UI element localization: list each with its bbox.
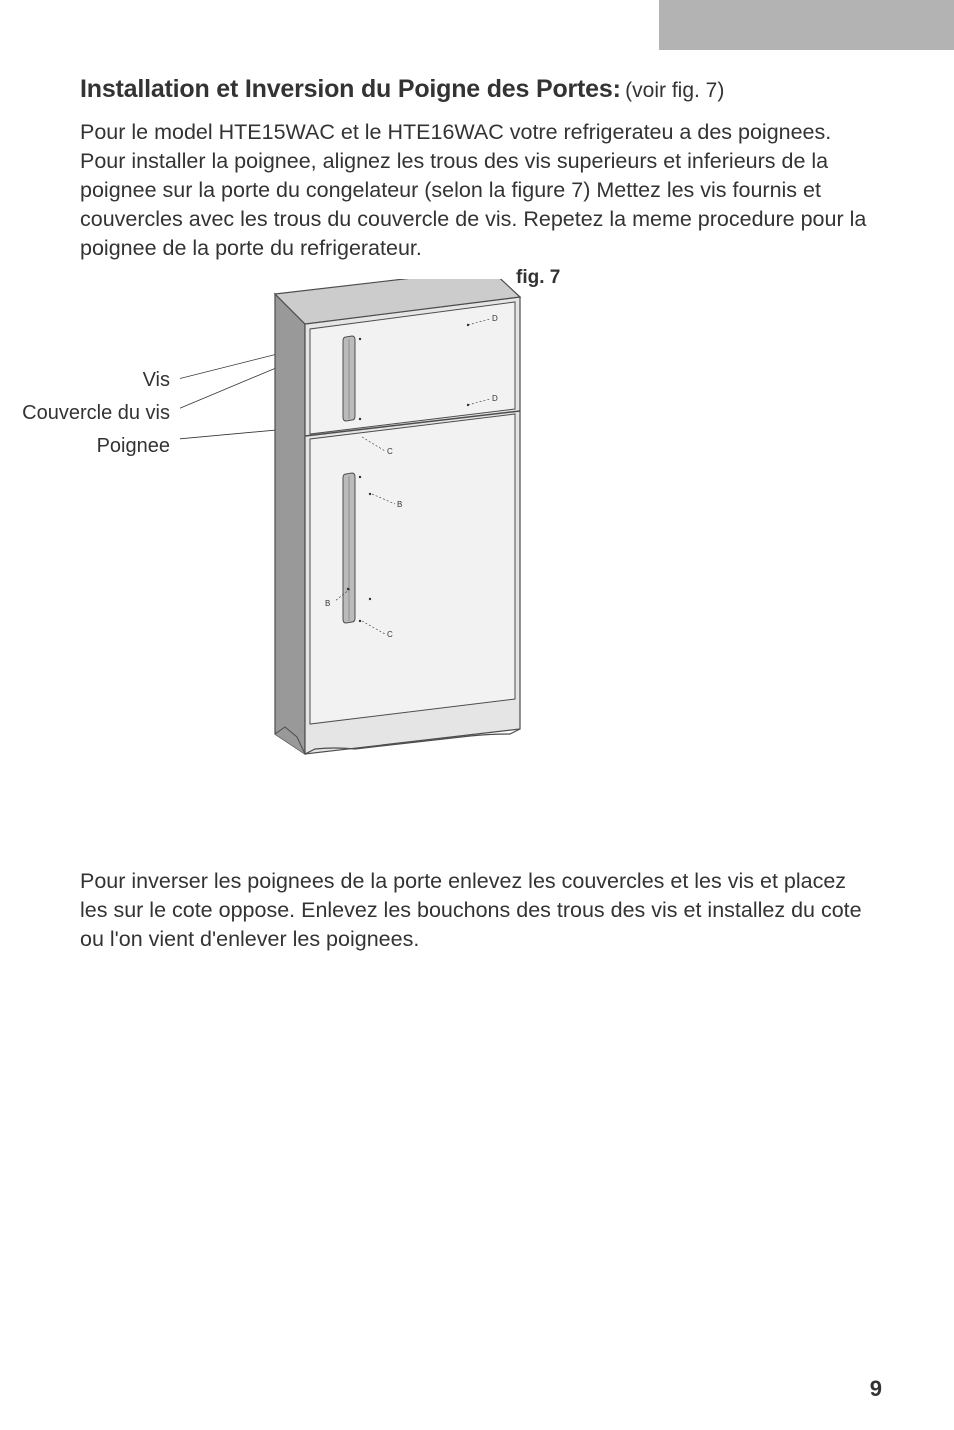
page-content: Installation et Inversion du Poigne des … xyxy=(0,0,954,954)
svg-text:B: B xyxy=(397,500,402,509)
page-number: 9 xyxy=(870,1376,882,1402)
header-label: Installation et Inversion du Poigne des … xyxy=(80,75,621,103)
paragraph-1: Pour le model HTE15WAC et le HTE16WAC vo… xyxy=(80,118,874,263)
svg-text:D: D xyxy=(492,314,498,323)
refrigerator-illustration: D D C B C B xyxy=(180,279,570,769)
figure-7: fig. 7 Vis Couvercle du vis Poignee xyxy=(80,267,874,797)
svg-text:D: D xyxy=(492,394,498,403)
paragraph-2: Pour inverser les poignees de la porte e… xyxy=(80,867,874,954)
callout-poignee: Poignee xyxy=(0,435,170,458)
svg-text:C: C xyxy=(387,630,393,639)
svg-text:B: B xyxy=(325,599,330,608)
svg-text:C: C xyxy=(387,447,393,456)
section-header: Installation et Inversion du Poigne des … xyxy=(80,75,874,104)
callout-vis: Vis xyxy=(0,369,170,392)
header-gray-band xyxy=(659,0,954,50)
callout-labels: Vis Couvercle du vis Poignee xyxy=(0,369,170,468)
header-note: (voir fig. 7) xyxy=(625,79,724,102)
callout-couvercle: Couvercle du vis xyxy=(0,402,170,425)
